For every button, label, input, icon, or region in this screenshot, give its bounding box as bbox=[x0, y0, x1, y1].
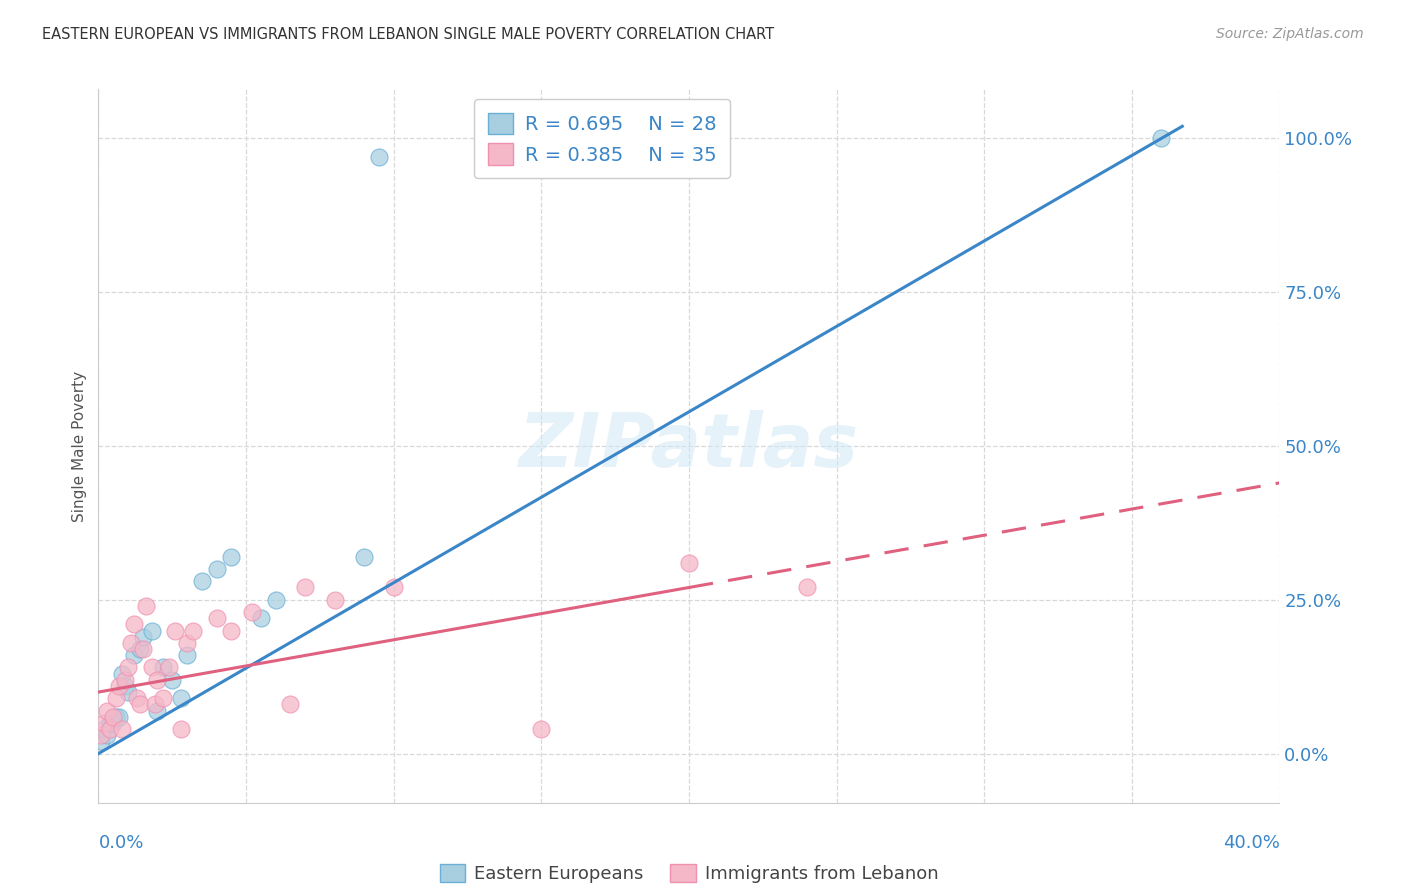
Text: EASTERN EUROPEAN VS IMMIGRANTS FROM LEBANON SINGLE MALE POVERTY CORRELATION CHAR: EASTERN EUROPEAN VS IMMIGRANTS FROM LEBA… bbox=[42, 27, 775, 42]
Point bbox=[132, 642, 155, 657]
Point bbox=[93, 715, 115, 730]
Point bbox=[205, 611, 228, 625]
Point bbox=[108, 709, 131, 723]
Point bbox=[353, 549, 375, 564]
Point bbox=[1150, 131, 1173, 145]
Point bbox=[368, 150, 391, 164]
Point bbox=[105, 691, 128, 706]
Point bbox=[219, 624, 242, 638]
Point bbox=[96, 728, 118, 742]
Point bbox=[111, 666, 134, 681]
Text: 0.0%: 0.0% bbox=[98, 834, 143, 852]
Point bbox=[117, 685, 139, 699]
Text: Source: ZipAtlas.com: Source: ZipAtlas.com bbox=[1216, 27, 1364, 41]
Point bbox=[90, 728, 112, 742]
Point bbox=[128, 642, 150, 657]
Point bbox=[294, 581, 316, 595]
Point bbox=[796, 581, 818, 595]
Point bbox=[93, 722, 115, 736]
Point bbox=[382, 581, 405, 595]
Point bbox=[176, 636, 198, 650]
Point bbox=[98, 715, 121, 730]
Point bbox=[219, 549, 242, 564]
Point bbox=[250, 611, 273, 625]
Point bbox=[152, 691, 174, 706]
Point bbox=[114, 673, 136, 687]
Point bbox=[176, 648, 198, 662]
Point bbox=[323, 592, 346, 607]
Point bbox=[278, 698, 302, 712]
Point bbox=[90, 734, 112, 748]
Point bbox=[141, 660, 163, 674]
Point bbox=[162, 673, 183, 687]
Point bbox=[181, 624, 204, 638]
Point bbox=[205, 562, 228, 576]
Y-axis label: Single Male Poverty: Single Male Poverty bbox=[72, 370, 87, 522]
Point bbox=[240, 605, 263, 619]
Text: ZIPatlas: ZIPatlas bbox=[519, 409, 859, 483]
Point bbox=[122, 617, 145, 632]
Point bbox=[105, 709, 128, 723]
Point bbox=[103, 709, 125, 723]
Point bbox=[108, 679, 131, 693]
Point bbox=[122, 648, 145, 662]
Point bbox=[117, 660, 139, 674]
Point bbox=[546, 150, 568, 164]
Point bbox=[135, 599, 157, 613]
Point bbox=[132, 630, 155, 644]
Point bbox=[146, 673, 169, 687]
Point bbox=[103, 715, 125, 730]
Point bbox=[128, 698, 150, 712]
Text: 40.0%: 40.0% bbox=[1223, 834, 1279, 852]
Legend: Eastern Europeans, Immigrants from Lebanon: Eastern Europeans, Immigrants from Leban… bbox=[433, 856, 945, 890]
Point bbox=[125, 691, 148, 706]
Point bbox=[157, 660, 180, 674]
Point bbox=[146, 704, 169, 718]
Point bbox=[114, 679, 136, 693]
Point bbox=[111, 722, 134, 736]
Point bbox=[170, 691, 193, 706]
Point bbox=[143, 698, 166, 712]
Point bbox=[120, 636, 142, 650]
Point bbox=[678, 556, 700, 570]
Point bbox=[98, 722, 121, 736]
Point bbox=[191, 574, 214, 589]
Point bbox=[96, 704, 118, 718]
Point bbox=[530, 722, 553, 736]
Point bbox=[152, 660, 174, 674]
Point bbox=[264, 592, 287, 607]
Point bbox=[141, 624, 163, 638]
Point bbox=[165, 624, 187, 638]
Point bbox=[170, 722, 193, 736]
